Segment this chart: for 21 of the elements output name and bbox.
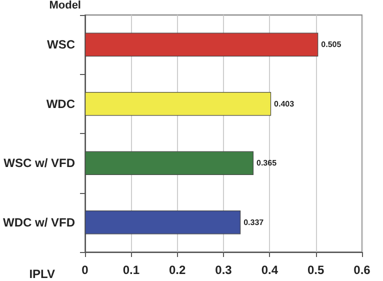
y-axis-title: Model bbox=[49, 0, 81, 12]
bar bbox=[84, 32, 318, 56]
data-label: 0.505 bbox=[321, 40, 342, 50]
x-tick-label: 0.5 bbox=[307, 263, 324, 277]
y-tick-label: WDC w/ VFD bbox=[2, 215, 76, 230]
x-tick-label: 0.1 bbox=[122, 263, 140, 277]
x-tick-label: 0.6 bbox=[354, 263, 371, 277]
bar bbox=[84, 151, 254, 175]
x-tick-label: 0.4 bbox=[261, 263, 278, 277]
data-label: 0.337 bbox=[244, 218, 264, 227]
x-tick-label: 0.2 bbox=[168, 263, 186, 277]
bar bbox=[84, 92, 272, 116]
data-label: 0.365 bbox=[256, 158, 278, 168]
y-tick-label: WSC bbox=[46, 38, 76, 52]
x-tick-label: 0 bbox=[82, 263, 89, 277]
bar bbox=[84, 210, 241, 234]
x-tick-label: 0.3 bbox=[215, 263, 232, 277]
y-tick-label: WDC bbox=[46, 96, 76, 111]
x-axis-title: IPLV bbox=[29, 267, 55, 281]
y-tick-label: WSC w/ VFD bbox=[4, 156, 76, 170]
data-label: 0.403 bbox=[274, 99, 295, 108]
